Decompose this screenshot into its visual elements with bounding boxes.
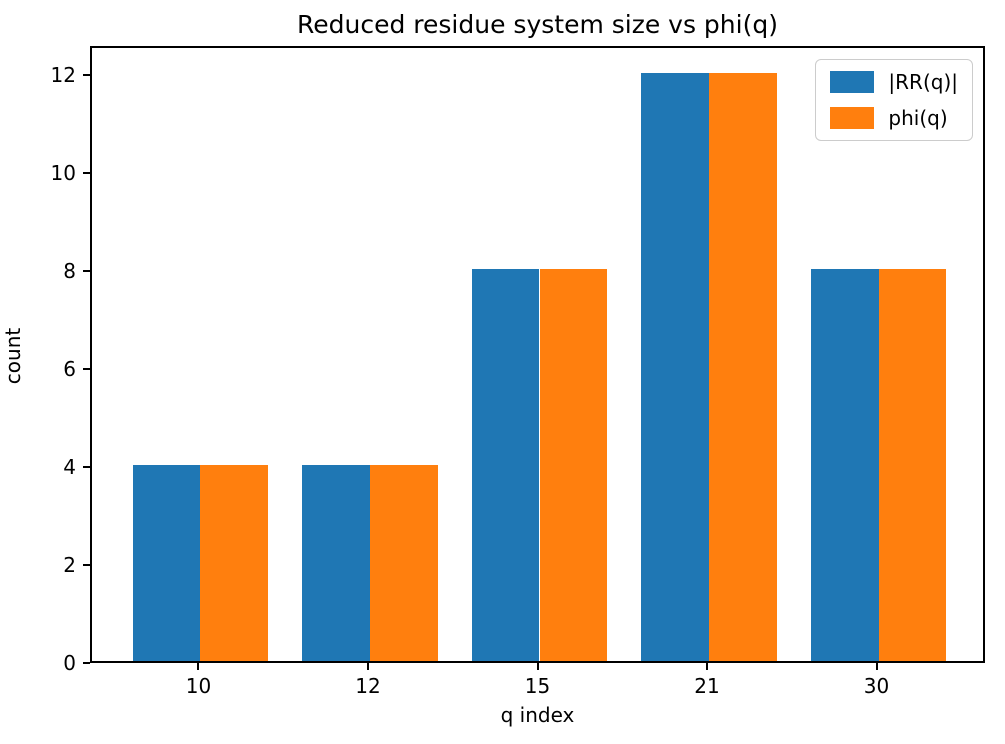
y-tick-label: 8	[63, 259, 76, 284]
bar-RRq-21	[641, 73, 709, 661]
x-axis-label: q index	[500, 703, 575, 727]
x-tick-label: 12	[355, 674, 381, 698]
bars-layer	[92, 48, 983, 661]
x-tick-mark	[536, 663, 539, 670]
legend-item: |RR(q)|	[830, 70, 958, 94]
x-tick-mark	[197, 663, 200, 670]
y-tick-mark	[83, 662, 90, 664]
legend-label-rrq: |RR(q)|	[888, 70, 958, 94]
x-tick-label: 15	[524, 674, 551, 698]
bar-phiq-12	[369, 465, 438, 661]
legend-swatch-phiq	[830, 107, 875, 129]
bar-phiq-10	[200, 465, 269, 661]
legend-item: phi(q)	[830, 106, 958, 130]
bar-RRq-15	[471, 269, 540, 661]
bar-phiq-15	[539, 269, 608, 661]
y-tick-mark	[83, 270, 90, 273]
legend-label-phiq: phi(q)	[888, 106, 948, 130]
x-tick-label: 10	[185, 674, 212, 698]
y-axis-label: count	[1, 327, 25, 385]
y-tick-label: 12	[50, 63, 76, 88]
x-tick-mark	[366, 663, 369, 670]
y-tick-label: 2	[63, 553, 76, 578]
x-tick-label: 30	[863, 674, 890, 698]
bar-RRq-10	[132, 465, 201, 661]
chart-title: Reduced residue system size vs phi(q)	[297, 10, 778, 39]
bar-RRq-12	[302, 465, 370, 661]
bar-phiq-21	[709, 73, 777, 661]
y-tick-mark	[83, 564, 90, 567]
x-tick-mark	[875, 663, 878, 670]
bar-RRq-30	[810, 269, 879, 661]
y-tick-mark	[83, 466, 90, 469]
plot-area: |RR(q)| phi(q)	[90, 46, 985, 663]
x-tick-mark	[706, 663, 708, 670]
bar-phiq-30	[878, 269, 947, 661]
y-tick-label: 0	[63, 651, 76, 675]
y-tick-label: 6	[63, 357, 76, 382]
y-tick-mark	[83, 368, 90, 371]
y-tick-mark	[83, 74, 90, 77]
y-tick-mark	[83, 172, 90, 175]
x-tick-label: 21	[694, 674, 720, 698]
legend-swatch-rrq	[830, 71, 875, 93]
y-tick-label: 4	[63, 455, 76, 480]
y-tick-label: 10	[50, 161, 76, 186]
legend: |RR(q)| phi(q)	[815, 59, 973, 141]
